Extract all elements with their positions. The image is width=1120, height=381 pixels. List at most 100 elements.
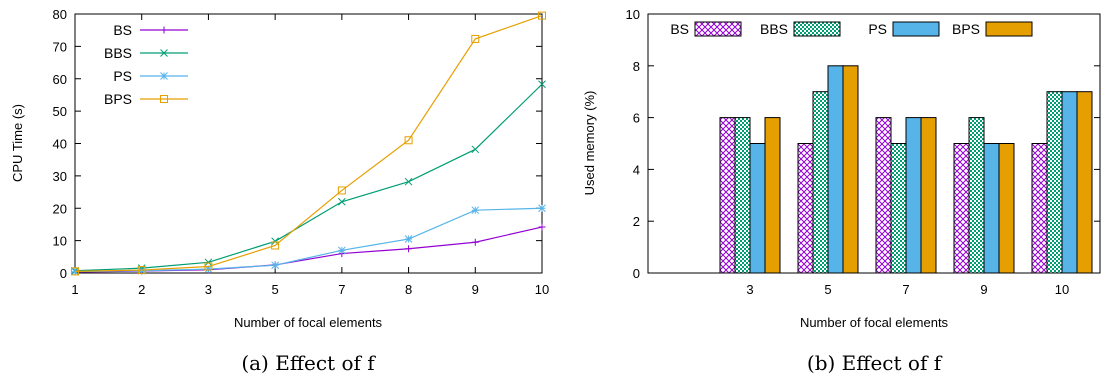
panel-b-y-axis-label: Used memory (%) — [582, 91, 597, 196]
panel-a-series — [71, 11, 546, 276]
legend-swatch — [892, 21, 940, 37]
series-bbs-point — [204, 258, 213, 267]
bar-ps-10 — [1061, 91, 1078, 274]
panel-a-x-ticks: 1 2 3 5 7 8 9 10 — [71, 14, 549, 297]
legend-label: BPS — [952, 21, 980, 37]
x-tick-label: 7 — [338, 282, 345, 297]
series-bps-point — [271, 241, 280, 250]
legend-item-bps: BPS — [952, 21, 1033, 37]
bar-ps-5 — [827, 65, 844, 274]
legend-swatch — [793, 21, 841, 37]
series-ps-point — [538, 204, 546, 213]
series-bbs-point — [538, 80, 546, 89]
y-tick-label: 10 — [626, 7, 640, 22]
series-bps-point — [204, 262, 213, 271]
series-bps-point — [137, 266, 146, 275]
legend-label: BBS — [760, 21, 788, 37]
y-tick-label: 80 — [53, 7, 67, 22]
legend-item-bbs: BBS — [104, 45, 188, 61]
legend-label: BS — [113, 22, 132, 38]
bar-bbs-9 — [968, 117, 985, 274]
y-tick-label: 30 — [53, 169, 67, 184]
bar-bbs-7 — [890, 143, 907, 274]
legend-marker — [160, 26, 168, 34]
panel-b-frame — [647, 13, 1101, 274]
bar-bps-5 — [842, 65, 859, 274]
series-bps-point — [538, 11, 546, 20]
bar-bs-10 — [1031, 143, 1048, 274]
series-ps-point — [404, 235, 413, 243]
panel-a-y-ticks: 0 10 20 30 40 50 60 70 80 — [53, 7, 542, 281]
series-ps-point — [137, 266, 146, 275]
y-tick-label: 2 — [633, 214, 640, 229]
panel-b-bars — [719, 65, 1093, 274]
x-tick-label: 3 — [205, 282, 212, 297]
series-ps-line — [74, 207, 543, 273]
legend-swatch — [985, 21, 1033, 37]
y-tick-label: 40 — [53, 137, 67, 152]
bar-bps-7 — [920, 117, 937, 274]
series-bbs-point — [404, 177, 413, 186]
bar-bbs-10 — [1046, 91, 1063, 274]
y-tick-label: 8 — [633, 59, 640, 74]
series-bbs-point — [471, 145, 480, 154]
y-tick-label: 10 — [53, 234, 67, 249]
legend-label: BBS — [104, 45, 132, 61]
bar-ps-7 — [905, 117, 922, 274]
panel-b-caption: (b) Effect of f — [807, 351, 943, 375]
panel-b-x-axis-label: Number of focal elements — [800, 315, 949, 330]
x-tick-label: 5 — [272, 282, 279, 297]
series-bs-point — [471, 238, 479, 246]
bar-bs-7 — [875, 117, 892, 274]
series-bps-line — [74, 15, 543, 272]
x-tick-label: 3 — [746, 282, 753, 297]
series-ps-point — [271, 261, 279, 270]
legend-item-ps: PS — [868, 21, 940, 37]
legend-label: BS — [670, 21, 689, 37]
panel-a-legend: BS BBS PS BPS — [104, 22, 188, 107]
panel-b-y-ticks: 0 2 4 6 8 10 — [626, 7, 1100, 281]
legend-item-ps: PS — [113, 68, 188, 84]
legend-label: PS — [113, 68, 132, 84]
legend-item-bs: BS — [670, 21, 742, 37]
y-tick-label: 0 — [60, 266, 67, 281]
x-tick-label: 1 — [71, 282, 78, 297]
panel-a-y-axis-label: CPU Time (s) — [10, 104, 25, 182]
bar-bs-3 — [719, 117, 736, 274]
y-tick-label: 6 — [633, 111, 640, 126]
x-tick-label: 9 — [980, 282, 987, 297]
series-ps — [71, 204, 546, 276]
x-tick-label: 10 — [535, 282, 549, 297]
x-tick-label: 2 — [138, 282, 145, 297]
legend-item-bbs: BBS — [760, 21, 841, 37]
bar-bbs-5 — [812, 91, 829, 274]
x-tick-label: 9 — [472, 282, 479, 297]
y-tick-label: 60 — [53, 72, 67, 87]
y-tick-label: 20 — [53, 201, 67, 216]
y-tick-label: 50 — [53, 104, 67, 119]
panel-a-x-axis-label: Number of focal elements — [234, 315, 383, 330]
series-bps-point — [471, 34, 480, 43]
legend-marker — [160, 49, 168, 57]
legend-marker — [160, 72, 168, 80]
bar-ps-9 — [983, 143, 1000, 274]
legend-item-bs: BS — [113, 22, 188, 38]
y-tick-label: 70 — [53, 39, 67, 54]
bar-bps-9 — [998, 143, 1015, 274]
bar-bs-5 — [797, 143, 814, 274]
series-bps-point — [404, 136, 413, 145]
series-ps-point — [471, 206, 480, 215]
legend-label: PS — [868, 21, 887, 37]
bar-ps-3 — [749, 143, 766, 274]
panel-a: 0 10 20 30 40 50 60 70 80 1 2 3 5 7 8 9 10 BS BBS PS BPS N… — [10, 7, 549, 375]
bar-bs-9 — [953, 143, 970, 274]
series-ps-point — [204, 265, 213, 273]
y-tick-label: 4 — [633, 162, 640, 177]
series-bs-point — [538, 223, 546, 231]
legend-label: BPS — [104, 91, 132, 107]
panel-a-caption: (a) Effect of f — [241, 351, 376, 375]
series-ps-point — [71, 267, 79, 276]
panel-b: 0 2 4 6 8 10 3 5 7 9 10 BS BBS PS BPS Number of foca… — [582, 7, 1101, 375]
series-bps-point — [71, 267, 79, 276]
